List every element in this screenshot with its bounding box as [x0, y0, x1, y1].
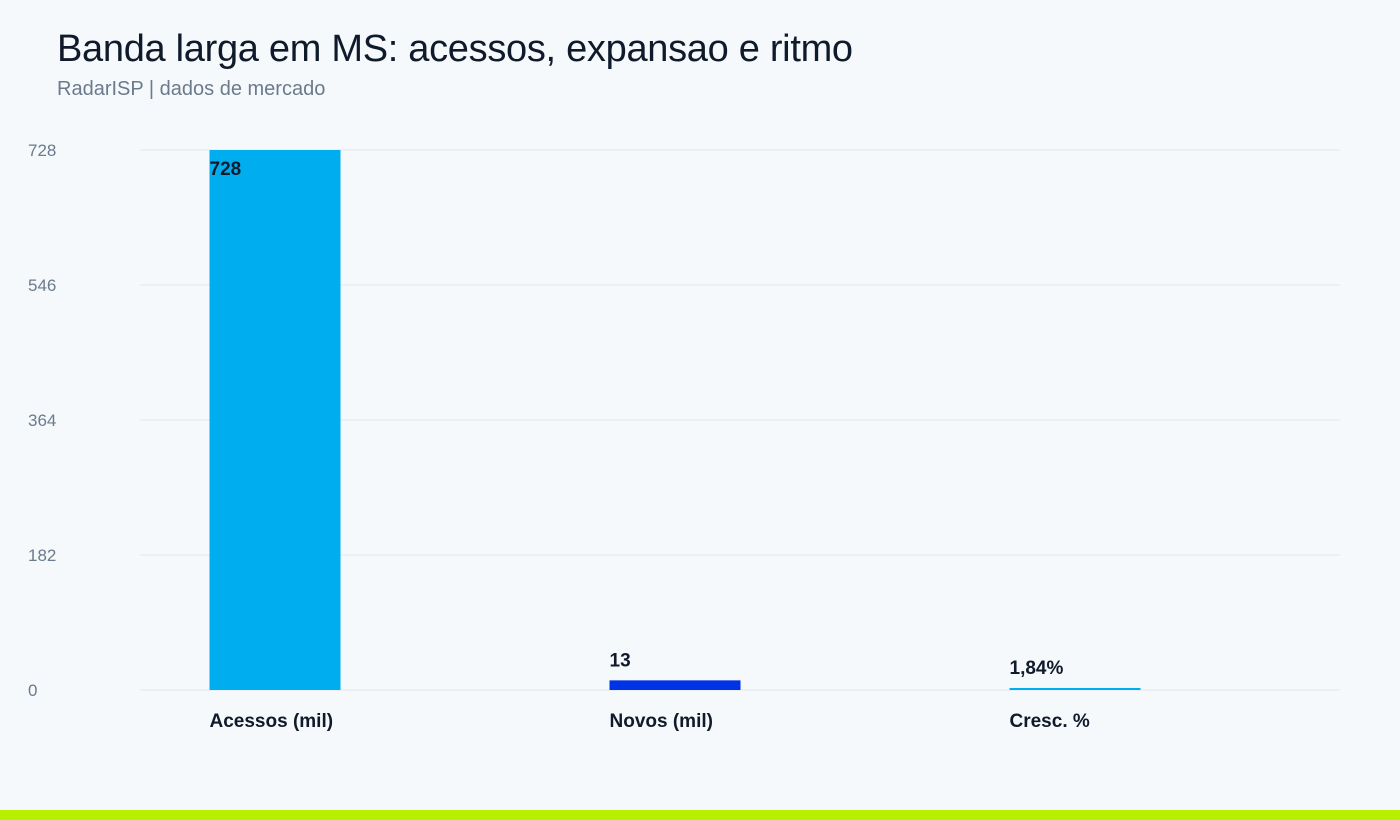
chart-title: Banda larga em MS: acessos, expansao e r…	[57, 28, 853, 70]
y-tick-label: 364	[28, 411, 56, 430]
bar	[1009, 688, 1141, 690]
data-label: 1,84%	[1010, 658, 1064, 679]
data-label: 13	[610, 650, 631, 671]
x-tick-label: Acessos (mil)	[210, 711, 334, 732]
x-tick-label: Cresc. %	[1010, 711, 1090, 732]
bar	[209, 150, 341, 690]
data-label: 728	[210, 159, 242, 180]
y-tick-label: 0	[28, 681, 37, 700]
y-tick-label: 182	[28, 546, 56, 565]
x-tick-label: Novos (mil)	[610, 711, 713, 732]
bar	[609, 680, 741, 690]
chart-subtitle: RadarISP | dados de mercado	[57, 78, 326, 100]
footer-accent-bar	[0, 810, 1400, 820]
bar-chart: 0 182 364 546 728 728 Acessos (mil) 13 Novos (mi…	[28, 141, 1340, 732]
y-tick-label: 728	[28, 141, 56, 160]
y-tick-label: 546	[28, 276, 56, 295]
